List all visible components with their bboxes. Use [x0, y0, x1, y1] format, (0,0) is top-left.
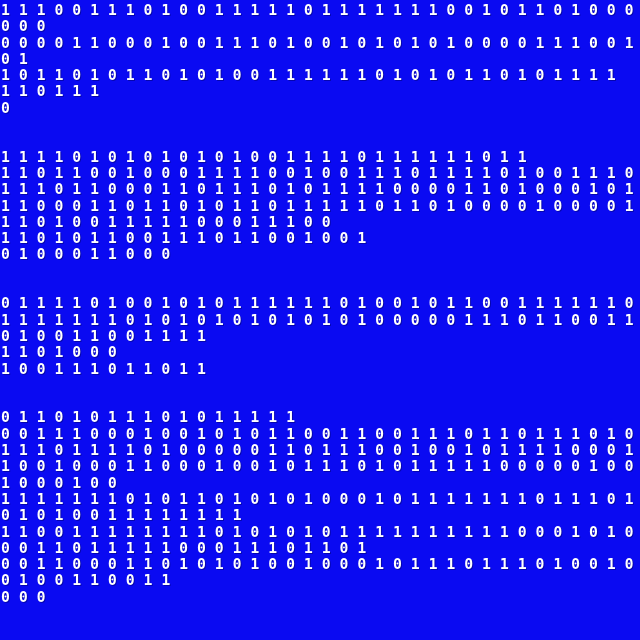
- binary-line: 1 0 0 1 0 0 0 1 1 0 0 0 1 0 0 1 0 1 1 1 …: [1, 458, 634, 476]
- binary-line: 0 1: [1, 50, 28, 68]
- binary-paragraph: 1 1 1 0 0 1 1 1 0 1 0 0 1 1 1 1 1 0 1 1 …: [1, 2, 640, 117]
- binary-line: 0 1 0 0 0 1 1 0 0 0: [1, 246, 171, 264]
- binary-line: 1 0 0 1 1 1 0 1 1 0 1 1: [1, 360, 206, 378]
- binary-line: 1 1 0 1 0 1 1 0 0 1 1 1 0 1 1 0 0 1 0 0 …: [1, 230, 367, 248]
- binary-line: 1 1 0 1 1 1: [1, 83, 99, 101]
- binary-line: 1 1 0 0 0 1 1 0 1 1 0 1 0 1 1 0 1 1 1 1 …: [1, 197, 634, 215]
- binary-line: 0 1 0 1 0 0 1 1 1 1 1 1 1 1: [1, 507, 242, 525]
- binary-line: 1 1 1 1 0 1 0 1 0 1 0 1 0 1 0 0 1 1 1 1 …: [1, 148, 527, 166]
- binary-line: 1 1 1 1 1 1 1 0 1 0 1 0 1 0 1 0 1 0 1 0 …: [1, 311, 634, 329]
- binary-line: 0 0 0: [1, 588, 46, 606]
- binary-line: 0 1 0 0 1 1 0 0 1 1 1 1: [1, 327, 206, 345]
- binary-line: 0: [1, 99, 10, 117]
- binary-line: 1 0 0 0 1 0 0: [1, 474, 117, 492]
- binary-paragraph: 0 1 1 1 1 0 1 0 0 1 0 1 0 1 1 1 1 1 1 0 …: [1, 295, 640, 378]
- binary-line: 0 0 0: [1, 18, 46, 36]
- binary-line: 0 0 0 0 1 1 0 0 0 1 0 0 1 1 1 0 1 0 0 1 …: [1, 34, 634, 52]
- binary-line: 1 1 0 1 0 0 1 1 1 1 1 0 0 0 1 1 1 0 0: [1, 213, 331, 231]
- binary-line: 1 0 1 1 0 1 0 1 1 0 1 0 1 0 0 1 1 1 1 1 …: [1, 67, 616, 85]
- binary-line: 0 0 1 1 1 0 0 0 1 0 0 1 0 1 0 1 1 0 0 1 …: [1, 425, 634, 443]
- binary-line: 0 0 1 1 0 1 1 1 1 1 0 0 0 1 1 1 0 1 1 0 …: [1, 539, 367, 557]
- binary-line: 1 1 0 0 1 1 1 1 1 1 1 1 0 1 0 1 0 1 0 1 …: [1, 523, 634, 541]
- binary-line: 1 1 1 0 0 1 1 1 0 1 0 0 1 1 1 1 1 0 1 1 …: [1, 2, 634, 19]
- binary-line: 0 1 1 1 1 0 1 0 0 1 0 1 0 1 1 1 1 1 1 0 …: [1, 295, 634, 313]
- binary-line: 0 1 0 0 1 1 0 0 1 1: [1, 572, 171, 590]
- binary-line: 1 1 1 1 1 1 1 0 1 0 1 1 0 1 0 1 0 1 0 0 …: [1, 490, 634, 508]
- binary-line: 0 1 1 0 1 0 1 1 1 0 1 0 1 1 1 1 1: [1, 409, 295, 427]
- binary-paragraph: 1 1 1 1 0 1 0 1 0 1 0 1 0 1 0 0 1 1 1 1 …: [1, 148, 640, 264]
- binary-line: 1 1 1 0 1 1 1 1 0 1 0 0 0 0 0 1 1 0 1 1 …: [1, 442, 634, 460]
- binary-line: 0 0 1 1 0 0 0 1 1 0 1 0 1 0 1 0 0 1 0 0 …: [1, 556, 634, 574]
- binary-line: 1 1 0 1 1 0 0 1 0 0 0 1 1 1 1 0 0 1 0 0 …: [1, 164, 634, 182]
- binary-line: 1 1 0 1 0 0 0: [1, 344, 117, 362]
- binary-line: 1 1 1 0 1 1 0 0 0 1 1 0 1 1 1 0 1 0 1 1 …: [1, 181, 634, 199]
